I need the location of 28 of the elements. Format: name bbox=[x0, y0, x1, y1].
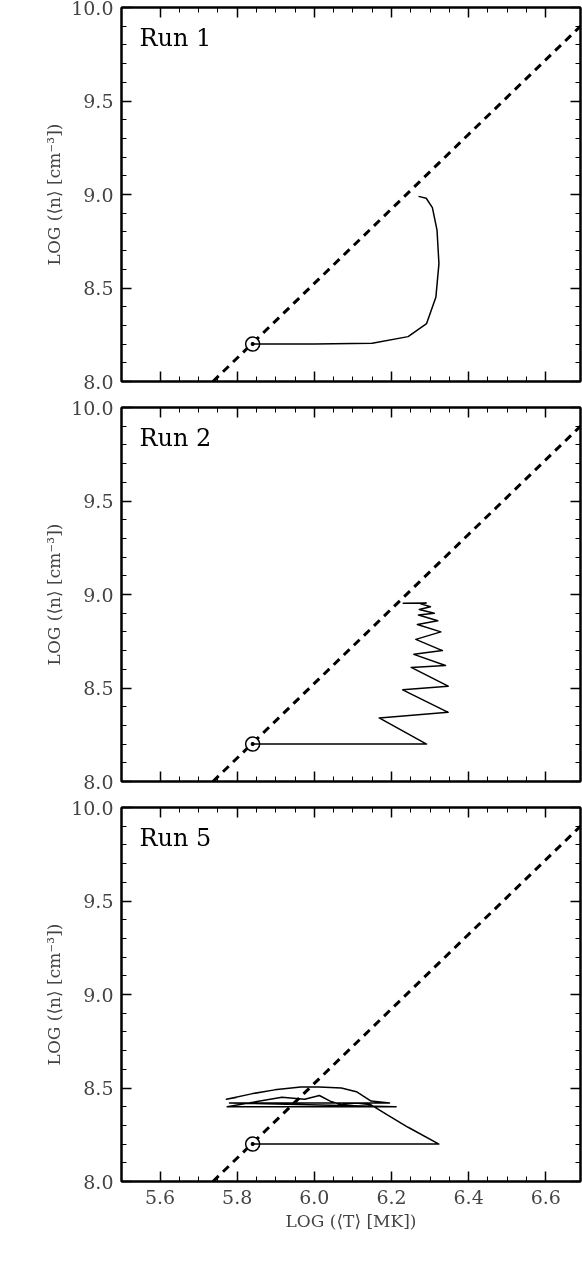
y-tick-label: 8.5 bbox=[83, 277, 114, 299]
text: Run 1 bbox=[139, 23, 212, 52]
text: Run 5 bbox=[139, 823, 212, 852]
y-axis-title: LOG (⟨n⟩ [cm⁻³]) bbox=[44, 123, 65, 266]
y-tick-label: 9.0 bbox=[83, 583, 114, 606]
y-tick-label: 9.5 bbox=[83, 890, 114, 912]
y-tick-label: 8.0 bbox=[83, 370, 114, 393]
x-tick-label: 6.6 bbox=[530, 1185, 561, 1208]
x-axis-title: LOG (⟨T⟩ [MK]) bbox=[285, 1210, 417, 1231]
y-tick-label: 8.5 bbox=[83, 677, 114, 699]
y-tick-label: 9.0 bbox=[83, 983, 114, 1006]
x-tick-label: 6.4 bbox=[453, 1185, 484, 1208]
x-tick-label: 5.8 bbox=[222, 1185, 253, 1208]
y-tick-label: 8.0 bbox=[83, 1170, 114, 1193]
x-tick-label: 6.2 bbox=[376, 1185, 407, 1208]
y-tick-label: 9.5 bbox=[83, 490, 114, 512]
y-tick-label: 10.0 bbox=[71, 796, 114, 819]
y-tick-label: 9.0 bbox=[83, 183, 114, 206]
y-tick-label: 10.0 bbox=[71, 0, 114, 19]
y-axis-title: LOG (⟨n⟩ [cm⁻³]) bbox=[44, 923, 65, 1066]
y-tick-label: 8.0 bbox=[83, 770, 114, 793]
text: Run 2 bbox=[139, 423, 212, 452]
y-tick-label: 9.5 bbox=[83, 90, 114, 112]
x-tick-label: 5.6 bbox=[144, 1185, 176, 1208]
y-axis-title: LOG (⟨n⟩ [cm⁻³]) bbox=[44, 523, 65, 666]
y-tick-label: 10.0 bbox=[71, 396, 114, 419]
x-tick-label: 6.0 bbox=[299, 1185, 330, 1208]
y-tick-label: 8.5 bbox=[83, 1077, 114, 1099]
